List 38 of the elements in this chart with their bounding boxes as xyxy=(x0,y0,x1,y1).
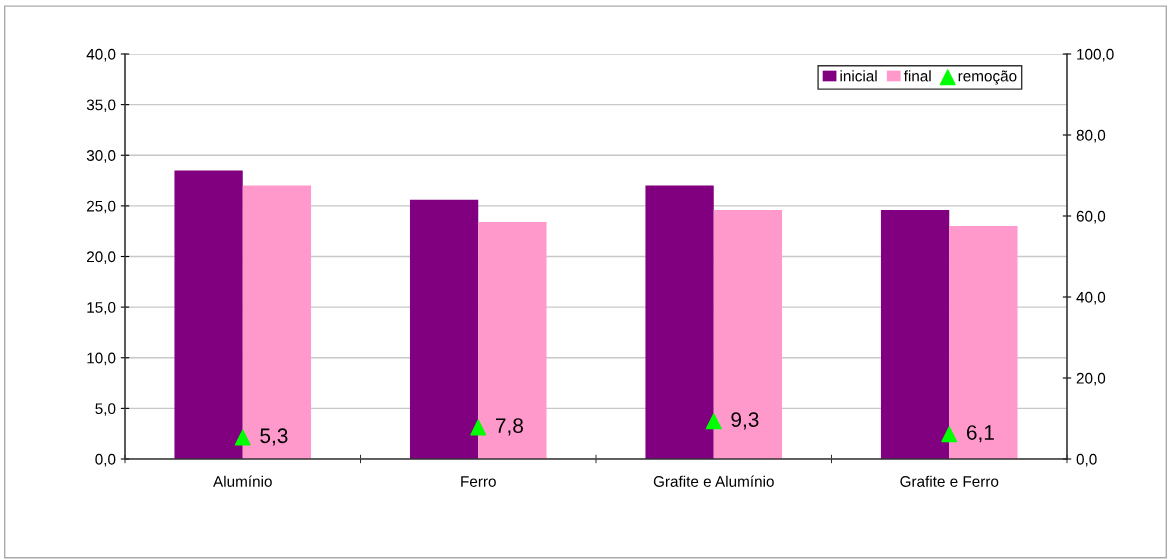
data-label: 9,3 xyxy=(731,412,759,430)
y-tick-label: 15,0 xyxy=(87,301,116,315)
y2-tick-label: 0,0 xyxy=(1076,453,1097,467)
y-tick-label: 5,0 xyxy=(95,403,116,416)
data-label: 5,3 xyxy=(260,428,288,446)
bar xyxy=(478,222,547,459)
x-tick-label: Ferro xyxy=(461,476,496,487)
bar xyxy=(409,199,479,459)
y-tick-label: 20,0 xyxy=(87,251,116,264)
bar xyxy=(713,209,783,459)
y2-tick-label: 60,0 xyxy=(1076,210,1106,224)
y-tick-label: 25,0 xyxy=(87,200,116,214)
y-tick-label: 40,0 xyxy=(86,48,116,62)
point xyxy=(470,419,487,436)
bar xyxy=(242,185,312,459)
y2-tick-label: 80,0 xyxy=(1076,129,1106,143)
legend-label: remoção xyxy=(958,70,1017,85)
point xyxy=(234,429,251,446)
y-tick-label: 0,0 xyxy=(95,453,116,467)
bar xyxy=(880,209,950,459)
y-tick-label: 10,0 xyxy=(87,352,116,366)
point xyxy=(705,413,722,430)
data-label: 6,1 xyxy=(966,425,994,443)
x-tick-label: Grafite e Ferro xyxy=(900,475,999,487)
y2-tick-label: 40,0 xyxy=(1076,291,1106,305)
bar xyxy=(174,170,243,459)
x-tick-label: Alumínio xyxy=(213,475,272,487)
legend-label: inicial xyxy=(840,70,877,82)
y-tick-label: 35,0 xyxy=(86,99,116,113)
y2-tick-label: 20,0 xyxy=(1076,372,1106,386)
x-tick-label: Grafite e Alumínio xyxy=(653,475,774,487)
data-label: 7,8 xyxy=(495,418,523,436)
bar xyxy=(949,226,1018,459)
bar xyxy=(645,185,714,459)
y2-tick-label: 100,0 xyxy=(1077,48,1114,62)
point xyxy=(941,426,958,443)
y-tick-label: 30,0 xyxy=(86,150,116,163)
legend-label: final xyxy=(903,70,931,82)
